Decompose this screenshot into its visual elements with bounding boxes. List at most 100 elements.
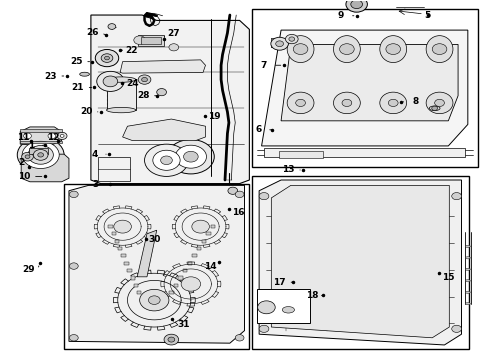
Bar: [127, 269, 132, 272]
Circle shape: [60, 134, 64, 137]
Circle shape: [293, 44, 307, 54]
Bar: [251, 176, 468, 348]
Circle shape: [191, 220, 209, 233]
Circle shape: [22, 141, 59, 168]
Circle shape: [285, 35, 298, 44]
Polygon shape: [281, 44, 457, 121]
Polygon shape: [69, 185, 244, 343]
Circle shape: [17, 138, 64, 172]
Bar: [210, 225, 215, 228]
Bar: [20, 141, 61, 143]
Bar: [108, 225, 113, 228]
Text: 6: 6: [255, 125, 261, 134]
Circle shape: [114, 220, 131, 233]
Circle shape: [101, 54, 113, 62]
Circle shape: [288, 37, 294, 41]
Circle shape: [345, 0, 366, 12]
Circle shape: [451, 193, 461, 200]
Bar: [187, 262, 192, 265]
Circle shape: [38, 153, 43, 157]
Circle shape: [57, 132, 67, 139]
Text: 1: 1: [28, 141, 34, 150]
Circle shape: [23, 133, 31, 139]
Bar: [256, 289, 310, 323]
Text: 27: 27: [167, 29, 180, 38]
Bar: [173, 284, 178, 287]
Ellipse shape: [465, 245, 469, 247]
Ellipse shape: [428, 106, 439, 111]
Circle shape: [144, 144, 188, 176]
Bar: [251, 9, 477, 167]
Ellipse shape: [465, 268, 469, 270]
Text: 23: 23: [44, 72, 57, 81]
Ellipse shape: [379, 92, 406, 114]
Circle shape: [167, 139, 214, 174]
Polygon shape: [261, 30, 467, 146]
Circle shape: [69, 263, 78, 269]
Text: 16: 16: [232, 208, 244, 217]
Ellipse shape: [106, 107, 136, 113]
Bar: [206, 232, 210, 235]
Bar: [98, 157, 130, 181]
Ellipse shape: [465, 291, 469, 293]
Circle shape: [257, 301, 275, 314]
Text: 19: 19: [207, 112, 220, 121]
Ellipse shape: [24, 159, 31, 167]
Polygon shape: [271, 185, 448, 338]
Bar: [106, 80, 136, 110]
Circle shape: [69, 191, 78, 198]
Circle shape: [21, 152, 33, 161]
Circle shape: [69, 334, 78, 341]
Circle shape: [28, 145, 53, 164]
Circle shape: [295, 99, 305, 107]
Circle shape: [153, 150, 180, 170]
Bar: [124, 262, 128, 265]
Text: 21: 21: [71, 83, 84, 92]
Text: 8: 8: [411, 97, 417, 106]
Ellipse shape: [465, 280, 469, 282]
Ellipse shape: [282, 307, 294, 313]
Text: 28: 28: [137, 91, 149, 100]
Circle shape: [97, 71, 124, 91]
Bar: [178, 276, 183, 279]
Circle shape: [270, 37, 288, 50]
Circle shape: [95, 49, 119, 67]
Polygon shape: [259, 180, 461, 345]
Text: 14: 14: [203, 262, 216, 271]
Text: 10: 10: [18, 172, 30, 181]
Circle shape: [168, 44, 178, 51]
Bar: [201, 239, 205, 243]
Circle shape: [134, 36, 145, 44]
Text: 12: 12: [47, 133, 60, 142]
Circle shape: [103, 76, 118, 87]
Circle shape: [175, 145, 206, 168]
Text: 17: 17: [273, 278, 285, 287]
Bar: [130, 276, 135, 279]
Bar: [169, 291, 173, 294]
Bar: [29, 148, 48, 154]
Polygon shape: [137, 230, 157, 277]
Ellipse shape: [286, 92, 313, 114]
Text: 9: 9: [337, 11, 344, 20]
Text: 5: 5: [424, 10, 430, 19]
Text: 26: 26: [86, 28, 99, 37]
Text: 22: 22: [125, 46, 137, 55]
Circle shape: [350, 0, 362, 9]
Bar: [192, 254, 196, 257]
Text: 13: 13: [282, 166, 294, 175]
Circle shape: [387, 99, 397, 107]
Circle shape: [138, 75, 151, 84]
Circle shape: [235, 334, 244, 341]
Ellipse shape: [425, 92, 452, 114]
Text: 30: 30: [148, 235, 160, 244]
Bar: [264, 148, 465, 157]
Text: 25: 25: [70, 57, 82, 66]
Circle shape: [157, 89, 166, 96]
Circle shape: [163, 334, 178, 345]
Bar: [118, 247, 122, 250]
Circle shape: [235, 191, 244, 198]
Bar: [134, 284, 138, 287]
Text: 24: 24: [126, 79, 139, 88]
Bar: [20, 130, 61, 132]
Bar: [121, 254, 125, 257]
